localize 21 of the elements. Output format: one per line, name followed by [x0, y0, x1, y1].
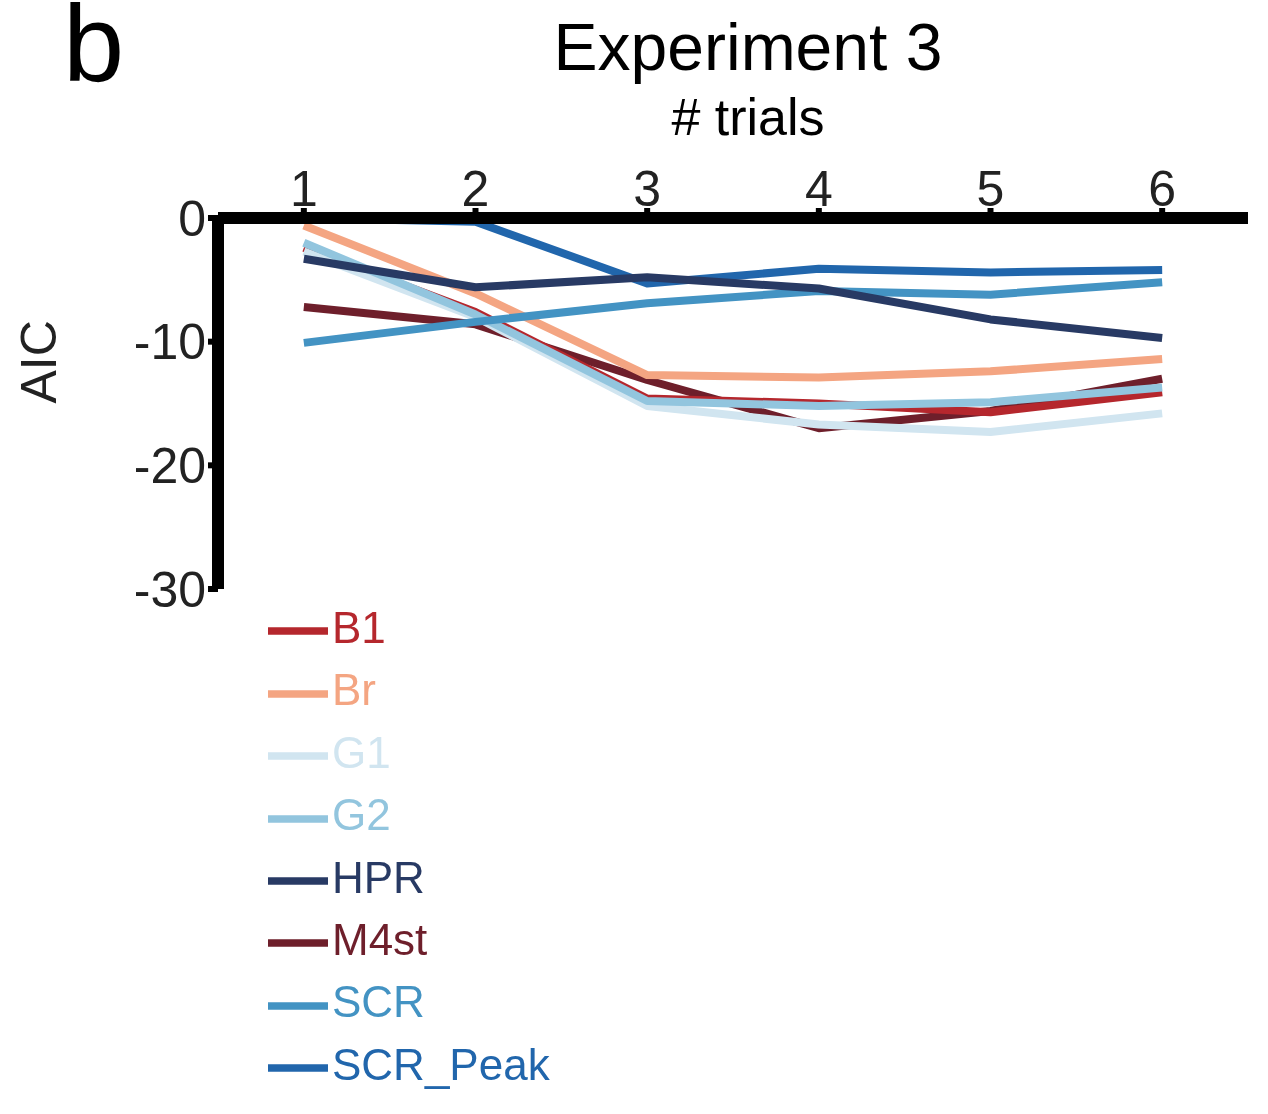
chart-title: Experiment 3 [553, 10, 943, 84]
legend-label: M4st [332, 914, 428, 964]
x-tick-label: 3 [633, 161, 662, 217]
text: b [63, 0, 125, 104]
x-tick-label: 5 [976, 161, 1005, 217]
legend-label: B1 [332, 603, 386, 652]
x-tick-label: 6 [1148, 161, 1177, 217]
x-axis-title: # trials [671, 88, 825, 146]
x-tick-label: 1 [289, 161, 318, 217]
y-axis-title: AIC [10, 320, 67, 404]
legend-label: SCR [332, 977, 425, 1027]
legend-label: Br [332, 665, 376, 715]
legend-label: HPR [332, 852, 425, 902]
legend-label: SCR_Peak [332, 1039, 550, 1089]
x-tick-label: 4 [804, 161, 833, 217]
y-tick-label: 0 [178, 190, 206, 247]
x-tick-label: 2 [461, 161, 490, 217]
y-tick-label: -10 [133, 314, 206, 371]
y-tick-label: -20 [133, 438, 206, 495]
legend-label: G2 [332, 790, 391, 840]
y-tick-label: -30 [133, 561, 206, 618]
